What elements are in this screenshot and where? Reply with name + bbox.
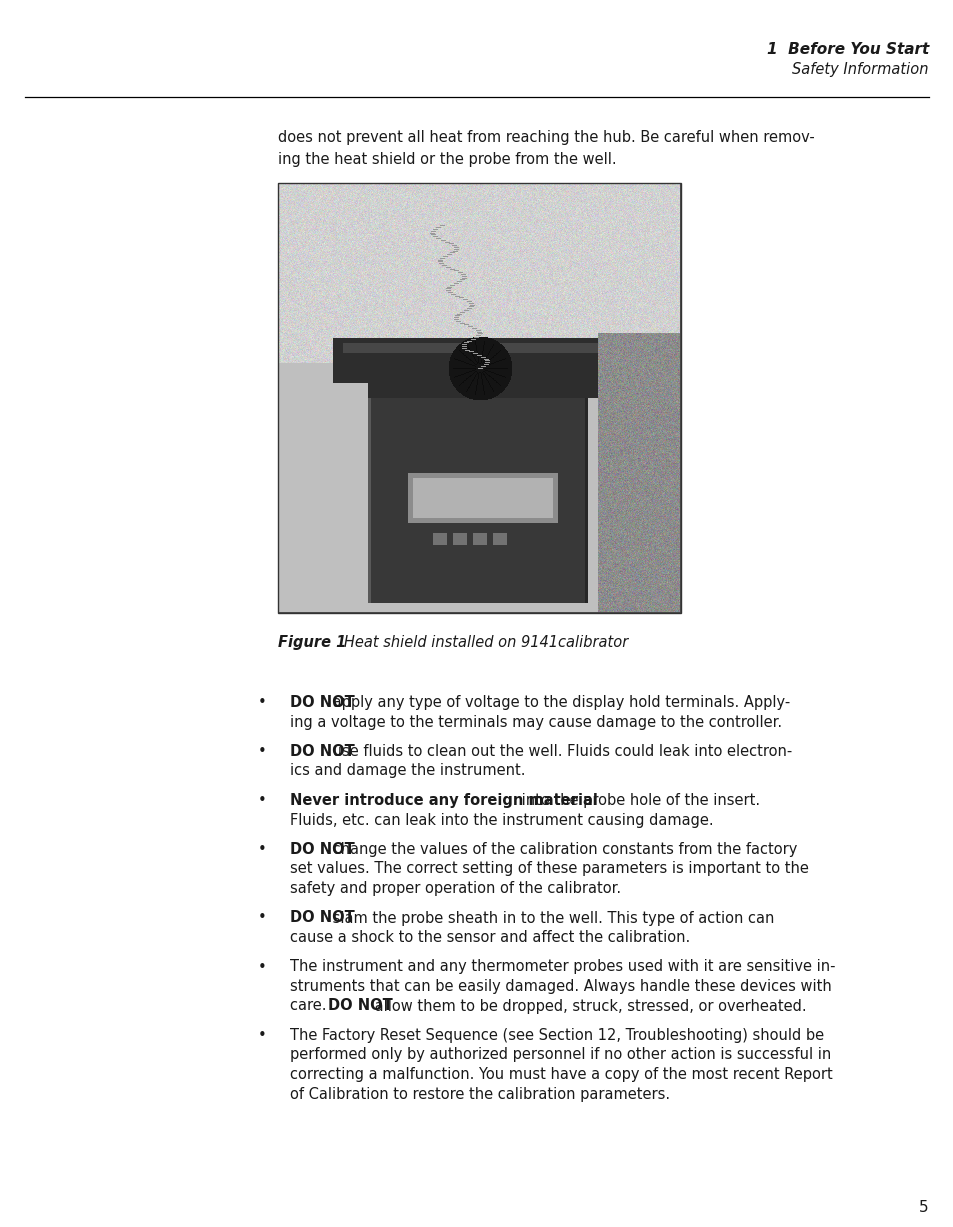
Text: slam the probe sheath in to the well. This type of action can: slam the probe sheath in to the well. Th… — [328, 910, 774, 925]
Text: Never introduce any foreign material: Never introduce any foreign material — [290, 793, 598, 809]
Text: ing a voltage to the terminals may cause damage to the controller.: ing a voltage to the terminals may cause… — [290, 714, 781, 730]
Text: cause a shock to the sensor and affect the calibration.: cause a shock to the sensor and affect t… — [290, 930, 690, 945]
Text: •: • — [257, 744, 267, 760]
Text: The Factory Reset Sequence (see Section 12, Troubleshooting) should be: The Factory Reset Sequence (see Section … — [290, 1028, 823, 1043]
Text: does not prevent all heat from reaching the hub. Be careful when remov-: does not prevent all heat from reaching … — [277, 130, 814, 145]
Text: Figure 1: Figure 1 — [277, 636, 346, 650]
Text: ics and damage the instrument.: ics and damage the instrument. — [290, 763, 525, 778]
Text: •: • — [257, 694, 267, 710]
Text: •: • — [257, 960, 267, 974]
Text: DO NOT: DO NOT — [290, 842, 355, 856]
Text: Heat shield installed on 9141calibrator: Heat shield installed on 9141calibrator — [330, 636, 628, 650]
Text: DO NOT: DO NOT — [290, 910, 355, 925]
Text: apply any type of voltage to the display hold terminals. Apply-: apply any type of voltage to the display… — [328, 694, 789, 710]
Text: 5: 5 — [919, 1200, 928, 1215]
Text: Fluids, etc. can leak into the instrument causing damage.: Fluids, etc. can leak into the instrumen… — [290, 812, 713, 827]
Text: DO NOT: DO NOT — [290, 744, 355, 760]
Text: struments that can be easily damaged. Always handle these devices with: struments that can be easily damaged. Al… — [290, 979, 831, 994]
Text: The instrument and any thermometer probes used with it are sensitive in-: The instrument and any thermometer probe… — [290, 960, 835, 974]
Text: •: • — [257, 1028, 267, 1043]
Text: performed only by authorized personnel if no other action is successful in: performed only by authorized personnel i… — [290, 1048, 830, 1063]
Text: ing the heat shield or the probe from the well.: ing the heat shield or the probe from th… — [277, 152, 616, 167]
Text: •: • — [257, 842, 267, 856]
Text: safety and proper operation of the calibrator.: safety and proper operation of the calib… — [290, 881, 620, 896]
Text: of Calibration to restore the calibration parameters.: of Calibration to restore the calibratio… — [290, 1086, 669, 1102]
Text: into the probe hole of the insert.: into the probe hole of the insert. — [517, 793, 760, 809]
Text: DO NOT: DO NOT — [290, 694, 355, 710]
Text: set values. The correct setting of these parameters is important to the: set values. The correct setting of these… — [290, 861, 808, 876]
Text: •: • — [257, 793, 267, 809]
Text: correcting a malfunction. You must have a copy of the most recent Report: correcting a malfunction. You must have … — [290, 1067, 832, 1082]
Text: care.: care. — [290, 999, 331, 1014]
Bar — [277, 183, 680, 614]
Text: allow them to be dropped, struck, stressed, or overheated.: allow them to be dropped, struck, stress… — [370, 999, 806, 1014]
Text: •: • — [257, 910, 267, 925]
Text: use fluids to clean out the well. Fluids could leak into electron-: use fluids to clean out the well. Fluids… — [328, 744, 791, 760]
Text: DO NOT: DO NOT — [328, 999, 392, 1014]
Text: change the values of the calibration constants from the factory: change the values of the calibration con… — [328, 842, 797, 856]
Text: 1  Before You Start: 1 Before You Start — [766, 42, 928, 56]
Text: Safety Information: Safety Information — [792, 63, 928, 77]
